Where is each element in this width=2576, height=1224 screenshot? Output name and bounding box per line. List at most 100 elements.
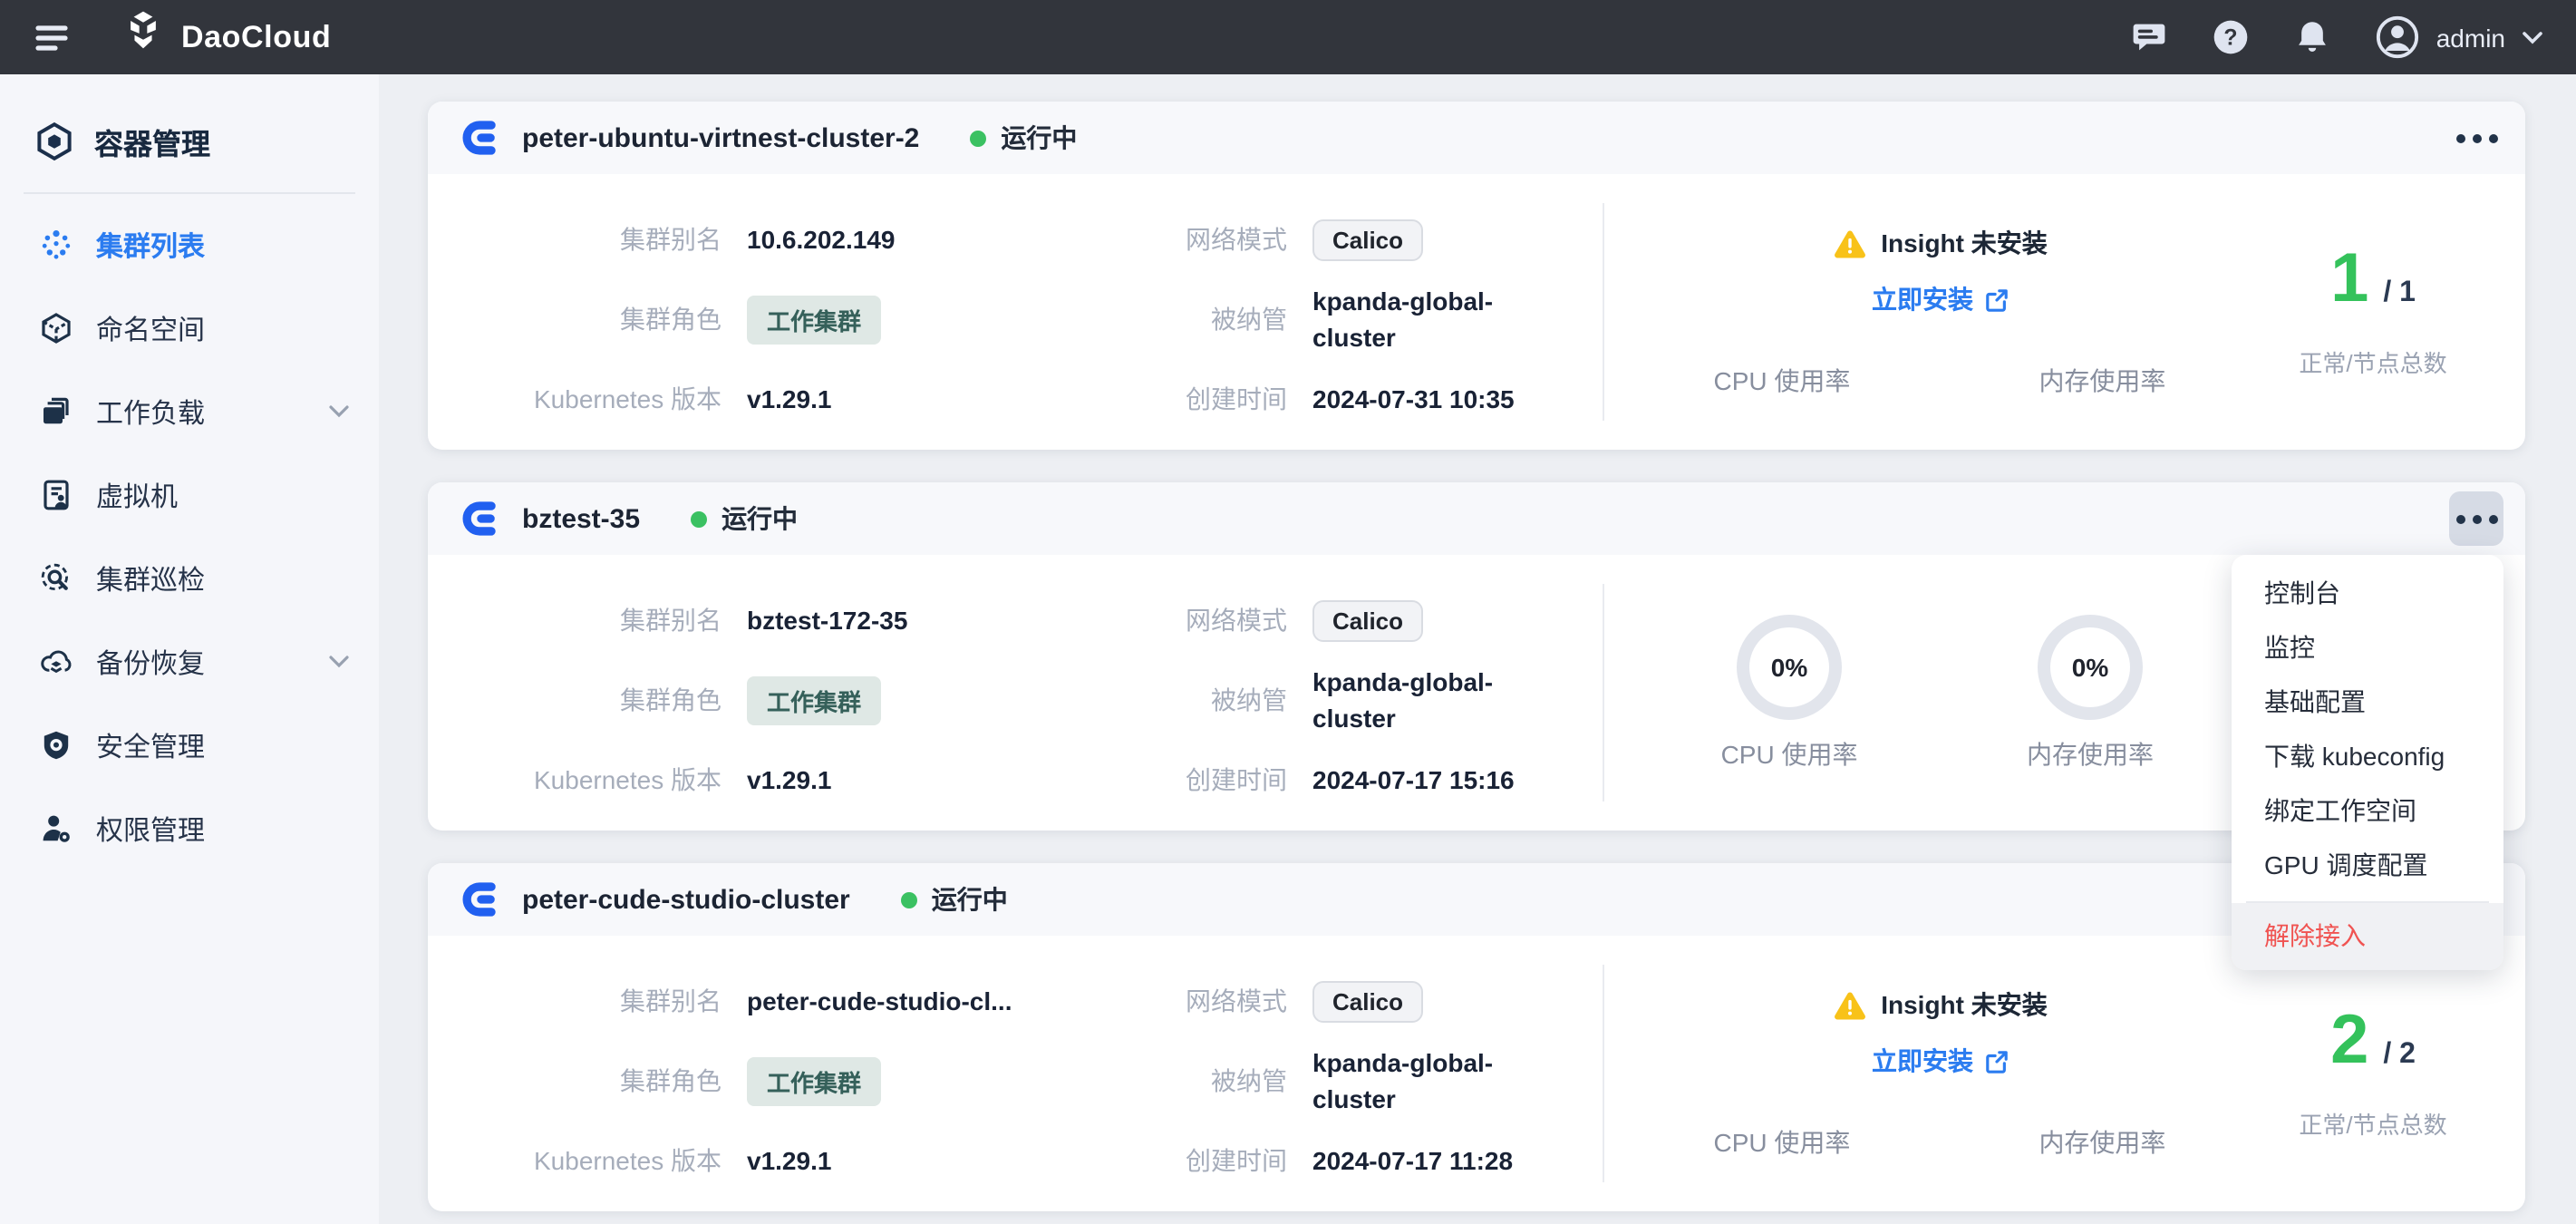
- cluster-card-2: bztest-35 运行中 集群别名 bztest-172-35 网络模式 Ca…: [428, 482, 2525, 831]
- menu-item-bind-workspace[interactable]: 绑定工作空间: [2264, 796, 2416, 825]
- cluster-role-badge: 工作集群: [747, 295, 882, 344]
- field-label: 网络模式: [1186, 606, 1287, 635]
- cpu-donut-col: 0% CPU 使用率: [1721, 614, 1857, 772]
- mem-usage-label: 内存使用率: [2039, 1128, 2166, 1157]
- mem-usage-value: 0%: [2071, 652, 2109, 681]
- cluster-icon: [457, 876, 504, 923]
- cluster-alias-value: peter-cude-studio-cl...: [747, 986, 1012, 1015]
- cluster-card-header: bztest-35 运行中: [428, 482, 2525, 555]
- sidebar-item-virtual-machines[interactable]: 虚拟机: [0, 453, 379, 537]
- sidebar-item-label: 集群列表: [96, 231, 206, 262]
- k8s-version-value: v1.29.1: [747, 384, 832, 413]
- permission-user-icon: [40, 812, 73, 845]
- brand-logo[interactable]: DaoCloud: [120, 9, 331, 65]
- user-menu[interactable]: admin: [2375, 15, 2543, 60]
- field-label: 集群别名: [620, 225, 721, 254]
- external-link-icon: [1984, 1049, 2008, 1073]
- install-now-link[interactable]: 立即安装: [1872, 1043, 2008, 1079]
- k8s-version-value: v1.29.1: [747, 765, 832, 794]
- cpu-usage-label: CPU 使用率: [1713, 366, 1851, 395]
- nodes-ok-value: 2: [2330, 1003, 2369, 1079]
- main-content: peter-ubuntu-virtnest-cluster-2 运行中 集群别名…: [379, 74, 2576, 1224]
- field-label: 集群别名: [620, 986, 721, 1015]
- module-title: 容器管理: [0, 74, 379, 163]
- notification-bell-icon[interactable]: [2293, 18, 2331, 56]
- chevron-down-icon[interactable]: [328, 404, 350, 419]
- module-title-label: 容器管理: [94, 131, 211, 161]
- field-label: 创建时间: [1186, 1146, 1287, 1175]
- sidebar-item-label: 虚拟机: [96, 481, 179, 512]
- insight-missing-label: Insight 未安装: [1881, 228, 2048, 257]
- network-mode-badge: Calico: [1312, 599, 1424, 641]
- network-mode-badge: Calico: [1312, 980, 1424, 1022]
- status-dot: [900, 891, 917, 908]
- hamburger-menu-icon[interactable]: [33, 15, 76, 59]
- cluster-role-cell: 工作集群: [747, 295, 1102, 344]
- sidebar-item-permission-management[interactable]: 权限管理: [0, 787, 379, 870]
- node-count: 1 / 1: [2330, 245, 2416, 314]
- cluster-fields: 集群别名 bztest-172-35 网络模式 Calico 集群角色 工作集群…: [428, 555, 1603, 831]
- sidebar-item-workloads[interactable]: 工作负载: [0, 370, 379, 453]
- cluster-metrics-section: 0% CPU 使用率 0% 内存使用率: [1603, 584, 2525, 801]
- more-actions-button[interactable]: [2449, 111, 2503, 165]
- install-now-label: 立即安装: [1872, 1046, 1973, 1075]
- field-label: 被纳管: [1211, 305, 1287, 334]
- cluster-status: 运行中: [721, 504, 799, 533]
- cluster-name[interactable]: peter-cude-studio-cluster: [522, 884, 850, 915]
- message-icon[interactable]: [2130, 18, 2168, 56]
- topbar-right: ? admin: [2130, 15, 2543, 60]
- sidebar: 容器管理 集群列表: [0, 74, 379, 1224]
- field-label: 网络模式: [1186, 225, 1287, 254]
- mem-usage-label: 内存使用率: [2027, 739, 2154, 768]
- usage-labels: CPU 使用率 内存使用率: [1714, 1124, 2166, 1161]
- mem-donut-col: 0% 内存使用率: [2027, 614, 2154, 772]
- field-label: 被纳管: [1211, 1066, 1287, 1095]
- field-label: 创建时间: [1186, 765, 1287, 794]
- warning-icon: [1832, 989, 1866, 1020]
- cluster-icon: [457, 114, 504, 161]
- menu-item-gpu-scheduling[interactable]: GPU 调度配置: [2264, 850, 2428, 879]
- chevron-down-icon[interactable]: [328, 655, 350, 669]
- field-label: Kubernetes 版本: [534, 1146, 721, 1175]
- menu-item-disconnect[interactable]: 解除接入: [2232, 903, 2503, 970]
- cluster-card-body: 集群别名 peter-cude-studio-cl... 网络模式 Calico…: [428, 936, 2525, 1211]
- node-count-block: 2 / 2 正常/节点总数: [2221, 965, 2525, 1182]
- sidebar-item-label: 权限管理: [96, 815, 206, 846]
- sidebar-item-label: 集群巡检: [96, 565, 206, 596]
- cluster-actions-menu: 控制台 监控 基础配置 下载 kubeconfig 绑定工作空间 GPU 调度配…: [2232, 555, 2503, 970]
- cluster-role-cell: 工作集群: [747, 675, 1102, 724]
- menu-item-monitoring[interactable]: 监控: [2264, 633, 2315, 662]
- network-mode-cell: Calico: [1312, 599, 1603, 641]
- more-actions-button-open[interactable]: [2449, 491, 2503, 546]
- sidebar-item-namespace[interactable]: 命名空间: [0, 287, 379, 370]
- cluster-icon: [457, 495, 504, 542]
- created-at-value: 2024-07-17 15:16: [1312, 765, 1515, 794]
- cpu-usage-donut: 0%: [1737, 614, 1842, 719]
- menu-item-basic-config[interactable]: 基础配置: [2264, 687, 2366, 716]
- avatar-icon: [2375, 15, 2420, 60]
- workloads-icon: [40, 395, 73, 428]
- install-now-link[interactable]: 立即安装: [1872, 281, 2008, 317]
- network-mode-cell: Calico: [1312, 980, 1603, 1022]
- cluster-name[interactable]: bztest-35: [522, 503, 641, 534]
- mem-usage-label: 内存使用率: [2039, 366, 2166, 395]
- menu-item-console[interactable]: 控制台: [2264, 578, 2340, 607]
- cluster-metrics-section: Insight 未安装 立即安装: [1603, 203, 2525, 421]
- field-label: 集群角色: [620, 305, 721, 334]
- field-label: 创建时间: [1186, 384, 1287, 413]
- menu-item-download-kubeconfig[interactable]: 下载 kubeconfig: [2264, 742, 2445, 771]
- cluster-card-header: peter-ubuntu-virtnest-cluster-2 运行中: [428, 102, 2525, 174]
- sidebar-item-backup-restore[interactable]: 备份恢复: [0, 620, 379, 704]
- namespace-icon: [40, 312, 73, 345]
- sidebar-item-security-management[interactable]: 安全管理: [0, 704, 379, 787]
- sidebar-item-cluster-inspection[interactable]: 集群巡检: [0, 537, 379, 620]
- sidebar-item-label: 命名空间: [96, 315, 206, 345]
- sidebar-item-cluster-list[interactable]: 集群列表: [0, 203, 379, 287]
- help-icon[interactable]: ?: [2212, 18, 2250, 56]
- node-count-block: 1 / 1 正常/节点总数: [2221, 203, 2525, 421]
- cpu-usage-label: CPU 使用率: [1720, 739, 1858, 768]
- status-dot: [691, 510, 708, 527]
- cpu-usage-label: CPU 使用率: [1713, 1128, 1851, 1157]
- cluster-name[interactable]: peter-ubuntu-virtnest-cluster-2: [522, 122, 920, 153]
